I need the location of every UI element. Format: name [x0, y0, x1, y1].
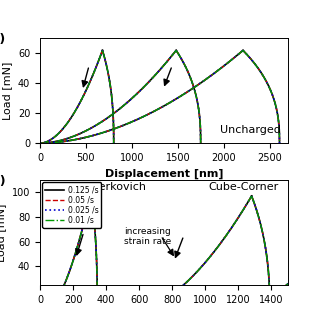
Text: Berkovich: Berkovich [92, 182, 147, 192]
Legend: 0.125 /s, 0.05 /s, 0.025 /s, 0.01 /s: 0.125 /s, 0.05 /s, 0.025 /s, 0.01 /s [42, 182, 101, 228]
Y-axis label: Load [mN]: Load [mN] [2, 62, 12, 120]
Text: increasing
strain rate: increasing strain rate [124, 227, 171, 246]
Text: (a): (a) [0, 33, 6, 46]
Y-axis label: Load [mN]: Load [mN] [0, 203, 6, 261]
Text: Uncharged: Uncharged [220, 125, 281, 135]
X-axis label: Displacement [nm]: Displacement [nm] [105, 169, 223, 179]
Text: Cube-Corner: Cube-Corner [208, 182, 278, 192]
Text: (b): (b) [0, 175, 6, 188]
